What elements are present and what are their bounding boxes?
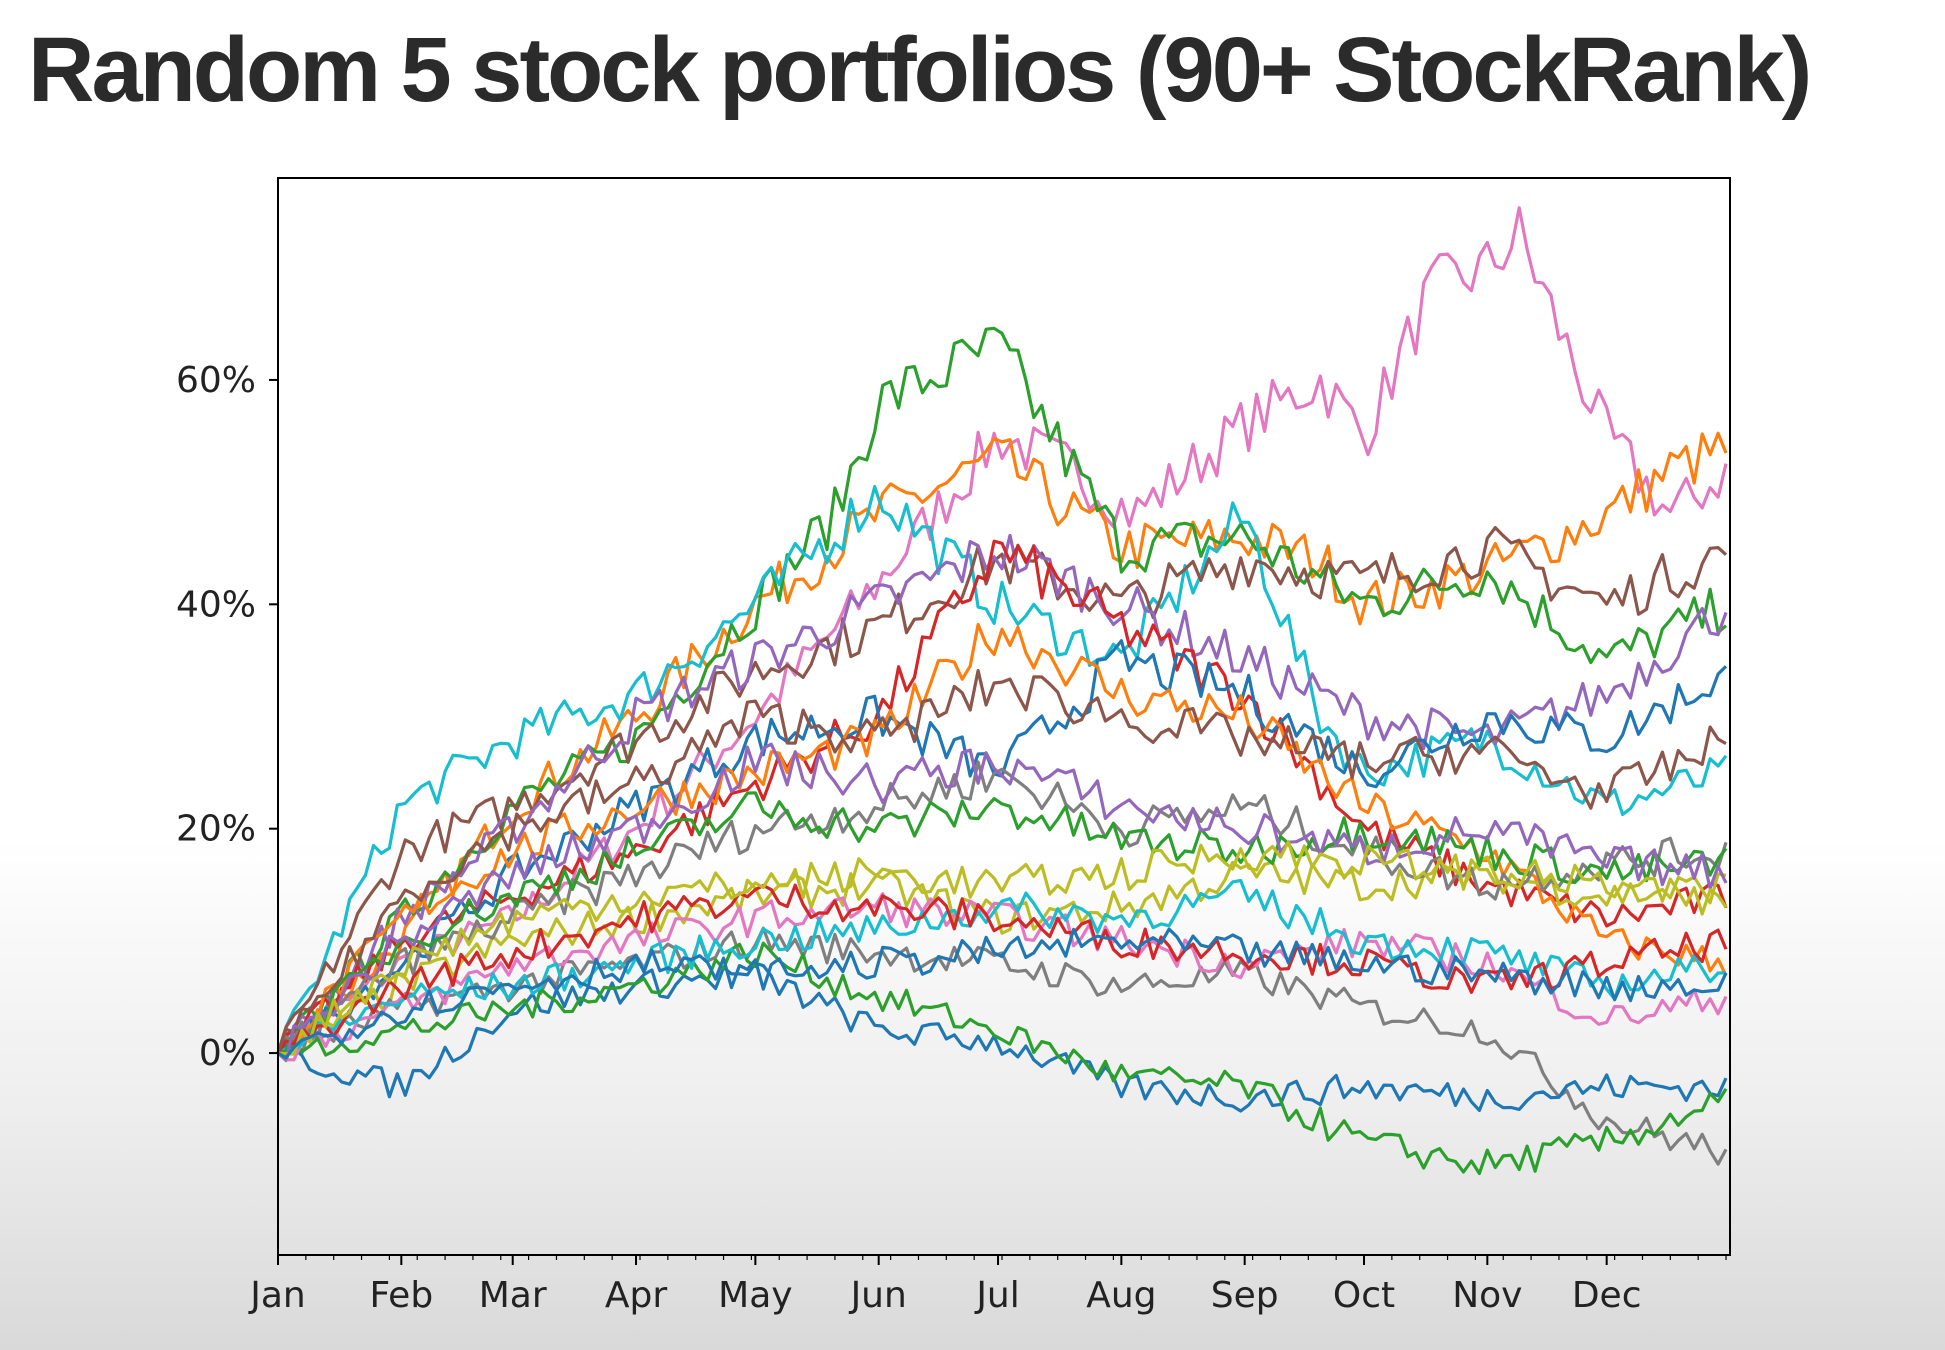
x-tick-label: Oct xyxy=(1333,1275,1395,1316)
axes-frame xyxy=(277,177,1731,1256)
series-line-20 xyxy=(277,742,1728,1061)
x-tick-label: Jun xyxy=(849,1275,907,1316)
x-tick-label: Jul xyxy=(974,1275,1019,1316)
series-line-8 xyxy=(277,639,1728,1060)
x-tick-label: May xyxy=(718,1275,792,1316)
y-tick-label: 60% xyxy=(176,360,256,401)
x-tick-label: Nov xyxy=(1452,1275,1522,1316)
series-line-19 xyxy=(276,668,1727,1054)
y-axis: 0% 20% 40% 60% xyxy=(176,360,278,1074)
series-line-9 xyxy=(276,622,1728,1054)
series-line-13 xyxy=(276,941,1728,1176)
x-tick-label: Jan xyxy=(248,1275,306,1316)
x-tick-label: Aug xyxy=(1086,1275,1156,1316)
x-tick-label: Feb xyxy=(369,1275,433,1316)
x-tick-label: Mar xyxy=(479,1275,547,1316)
series-line-21 xyxy=(277,840,1728,1056)
x-tick-label: Apr xyxy=(605,1275,667,1316)
series-line-16 xyxy=(277,878,1727,1055)
series-line-22 xyxy=(277,927,1728,1060)
x-tick-label: Dec xyxy=(1572,1275,1642,1316)
series-line-10 xyxy=(277,855,1727,1055)
x-axis: Jan Feb Mar Apr May Jun Jul Aug Sep Oct Nov Dec xyxy=(248,1255,1727,1316)
series-line-3 xyxy=(276,326,1728,1054)
y-tick-label: 40% xyxy=(176,584,256,625)
series-line-5 xyxy=(276,525,1728,1054)
series-line-1 xyxy=(276,206,1728,1054)
y-tick-label: 0% xyxy=(199,1033,256,1074)
series-line-4 xyxy=(276,485,1728,1054)
series-line-15 xyxy=(276,892,1728,1062)
slide-title: Random 5 stock portfolios (90+ StockRank… xyxy=(28,19,1812,121)
y-tick-label: 20% xyxy=(176,809,256,850)
series-line-12 xyxy=(276,961,1728,1113)
series-layer xyxy=(276,206,1728,1176)
x-tick-label: Sep xyxy=(1211,1275,1279,1316)
series-line-17 xyxy=(277,791,1728,1055)
